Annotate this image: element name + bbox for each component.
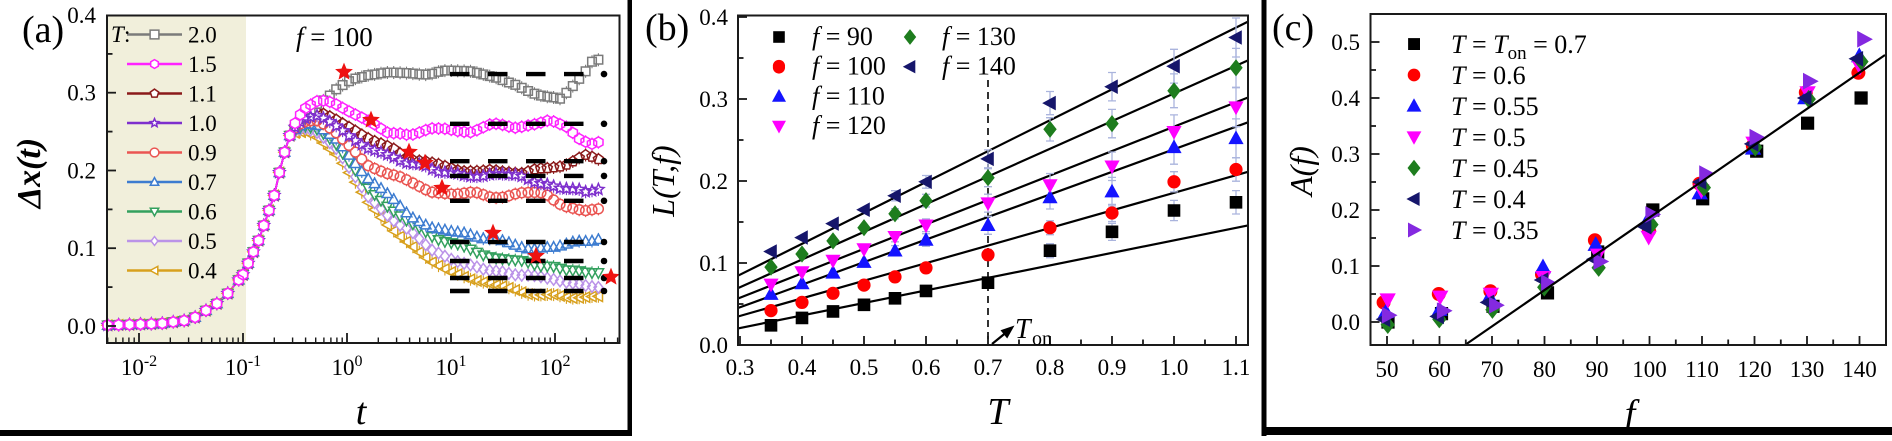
svg-text::: : <box>124 22 130 47</box>
svg-text:0.5: 0.5 <box>1331 30 1360 55</box>
svg-text:0.9: 0.9 <box>188 141 217 166</box>
svg-text:Δx(t): Δx(t) <box>11 138 48 210</box>
svg-text:t: t <box>356 391 368 433</box>
svg-text:0.5: 0.5 <box>850 355 879 380</box>
svg-text:L(T,f): L(T,f) <box>645 145 681 217</box>
svg-text:0.4: 0.4 <box>788 355 817 380</box>
svg-text:T = 0.55: T = 0.55 <box>1451 92 1539 121</box>
svg-text:1.1: 1.1 <box>188 82 217 107</box>
svg-text:0.9: 0.9 <box>1098 355 1127 380</box>
svg-text:A(f): A(f) <box>1283 146 1319 198</box>
svg-text:f = 120: f = 120 <box>812 111 886 140</box>
svg-text:0.0: 0.0 <box>67 314 96 339</box>
svg-text:f = 130: f = 130 <box>942 22 1016 51</box>
svg-text:0.0: 0.0 <box>699 333 728 358</box>
svg-text:60: 60 <box>1428 357 1451 382</box>
svg-text:120: 120 <box>1737 357 1772 382</box>
svg-text:T: T <box>1015 314 1033 345</box>
svg-text:(c): (c) <box>1272 7 1314 49</box>
svg-text:140: 140 <box>1842 357 1877 382</box>
svg-text:0.1: 0.1 <box>699 251 728 276</box>
svg-text:0.1: 0.1 <box>1331 254 1360 279</box>
svg-text:1.5: 1.5 <box>188 52 217 77</box>
svg-text:f = 140: f = 140 <box>942 52 1016 81</box>
svg-text:0.3: 0.3 <box>1331 142 1360 167</box>
svg-text:0.5: 0.5 <box>188 229 217 254</box>
svg-text:50: 50 <box>1376 357 1399 382</box>
svg-text:(a): (a) <box>22 9 64 51</box>
svg-text:f = 100: f = 100 <box>296 22 373 52</box>
svg-text:0.2: 0.2 <box>1331 198 1360 223</box>
svg-text:0.7: 0.7 <box>974 355 1003 380</box>
svg-text:0.7: 0.7 <box>188 170 217 195</box>
svg-text:T = 0.35: T = 0.35 <box>1451 216 1539 245</box>
svg-text:T = 0.45: T = 0.45 <box>1451 154 1539 183</box>
svg-text:0.4: 0.4 <box>188 259 217 284</box>
svg-text:80: 80 <box>1533 357 1556 382</box>
svg-text:T: T <box>987 391 1011 433</box>
svg-text:0.2: 0.2 <box>67 159 96 184</box>
svg-text:110: 110 <box>1685 357 1719 382</box>
svg-text:T = 0.4: T = 0.4 <box>1451 185 1526 214</box>
svg-text:0.4: 0.4 <box>67 3 96 28</box>
svg-text:1.1: 1.1 <box>1222 355 1251 380</box>
svg-text:0.3: 0.3 <box>726 355 755 380</box>
svg-text:f = 110: f = 110 <box>812 81 885 110</box>
svg-text:100: 100 <box>1632 357 1667 382</box>
svg-text:0.4: 0.4 <box>699 5 728 30</box>
svg-text:f = 100: f = 100 <box>812 52 886 81</box>
svg-text:T = 0.5: T = 0.5 <box>1451 123 1526 152</box>
svg-text:f = 90: f = 90 <box>812 22 873 51</box>
svg-text:T = 0.6: T = 0.6 <box>1451 61 1526 90</box>
svg-text:1.0: 1.0 <box>188 111 217 136</box>
svg-text:on: on <box>1032 328 1052 350</box>
svg-text:0.1: 0.1 <box>67 236 96 261</box>
svg-text:0.3: 0.3 <box>67 81 96 106</box>
svg-text:(b): (b) <box>645 7 689 49</box>
svg-text:0.8: 0.8 <box>1036 355 1065 380</box>
svg-text:0.6: 0.6 <box>188 200 217 225</box>
svg-text:2.0: 2.0 <box>188 23 217 48</box>
svg-text:70: 70 <box>1481 357 1504 382</box>
svg-text:0.2: 0.2 <box>699 169 728 194</box>
svg-text:0.4: 0.4 <box>1331 86 1360 111</box>
svg-text:90: 90 <box>1586 357 1609 382</box>
svg-text:0.3: 0.3 <box>699 87 728 112</box>
svg-text:130: 130 <box>1790 357 1825 382</box>
svg-text:0.6: 0.6 <box>912 355 941 380</box>
svg-text:1.0: 1.0 <box>1160 355 1189 380</box>
svg-text:0.0: 0.0 <box>1331 310 1360 335</box>
